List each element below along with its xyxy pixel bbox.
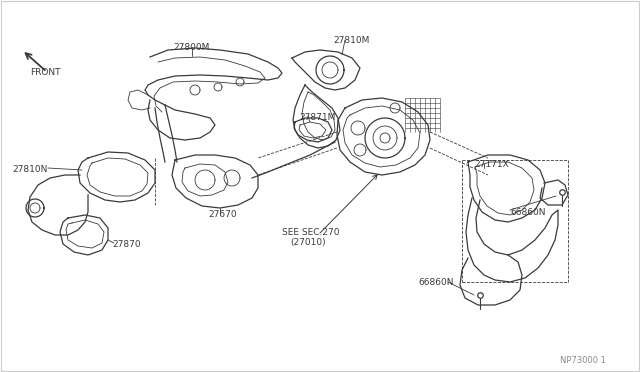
Text: 27810N: 27810N <box>12 165 47 174</box>
Text: SEE SEC.270: SEE SEC.270 <box>282 228 339 237</box>
Text: FRONT: FRONT <box>30 68 61 77</box>
Text: 27171X: 27171X <box>474 160 509 169</box>
Text: NP73000 1: NP73000 1 <box>560 356 606 365</box>
Text: 66860N: 66860N <box>418 278 454 287</box>
Text: (27010): (27010) <box>290 238 326 247</box>
Text: 27870: 27870 <box>112 240 141 249</box>
Text: 27800M: 27800M <box>173 43 209 52</box>
Text: 66860N: 66860N <box>510 208 545 217</box>
Text: 27871M: 27871M <box>299 113 335 122</box>
Text: 27810M: 27810M <box>333 36 369 45</box>
Text: 27670: 27670 <box>208 210 237 219</box>
